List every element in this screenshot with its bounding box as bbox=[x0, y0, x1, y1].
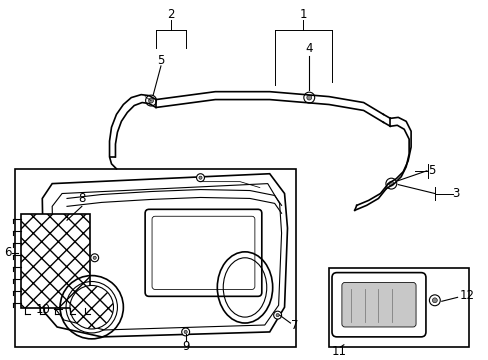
Circle shape bbox=[303, 92, 314, 103]
Text: 8: 8 bbox=[78, 192, 85, 205]
Circle shape bbox=[196, 174, 204, 182]
Circle shape bbox=[199, 176, 202, 179]
Bar bbox=[328, 268, 468, 347]
Text: 11: 11 bbox=[331, 345, 346, 358]
Circle shape bbox=[93, 256, 96, 259]
Text: 6: 6 bbox=[4, 246, 11, 259]
Circle shape bbox=[145, 95, 156, 106]
Circle shape bbox=[276, 314, 279, 317]
Text: 1: 1 bbox=[299, 8, 306, 21]
Circle shape bbox=[70, 285, 113, 329]
Circle shape bbox=[148, 98, 153, 103]
Circle shape bbox=[183, 330, 187, 333]
Circle shape bbox=[182, 328, 189, 336]
Text: 5: 5 bbox=[427, 164, 434, 177]
Circle shape bbox=[273, 311, 281, 319]
Circle shape bbox=[306, 95, 311, 100]
Circle shape bbox=[431, 298, 436, 303]
Circle shape bbox=[385, 178, 396, 189]
Text: 9: 9 bbox=[182, 340, 189, 353]
Text: 3: 3 bbox=[452, 187, 459, 200]
Text: 2: 2 bbox=[167, 8, 174, 21]
Text: 10: 10 bbox=[35, 303, 50, 316]
Text: 12: 12 bbox=[459, 289, 473, 302]
Circle shape bbox=[388, 181, 393, 186]
Circle shape bbox=[428, 295, 439, 306]
Bar bbox=[15, 169, 296, 347]
Text: 4: 4 bbox=[305, 42, 312, 55]
Circle shape bbox=[91, 254, 99, 262]
Bar bbox=[20, 214, 90, 308]
FancyBboxPatch shape bbox=[341, 283, 415, 327]
Text: 5: 5 bbox=[157, 54, 164, 67]
Text: 7: 7 bbox=[291, 319, 298, 332]
